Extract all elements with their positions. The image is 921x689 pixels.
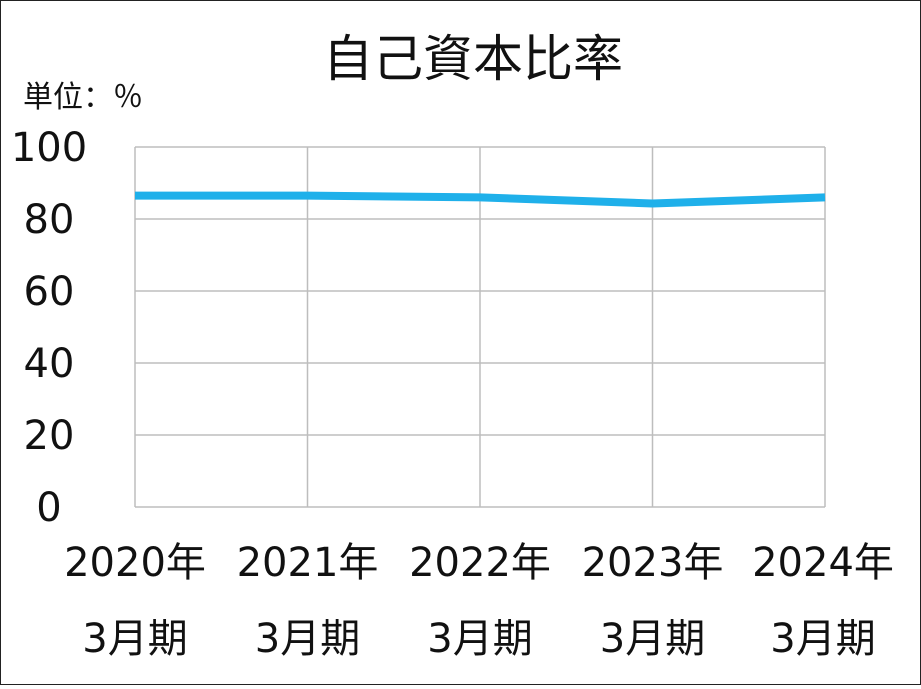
x-tick-label-year: 2021年: [237, 540, 379, 586]
x-tick-label-year: 2022年: [409, 540, 551, 586]
x-axis-ticks: 2020年 3月期 2021年 3月期 2022年 3月期 2023年 3月期 2024年 3月期: [64, 540, 894, 662]
y-tick-label: 0: [36, 485, 61, 531]
x-tick-label-year: 2024年: [752, 540, 894, 586]
x-tick-label-year: 2023年: [582, 540, 724, 586]
x-tick-label-period: 3月期: [427, 616, 532, 662]
x-tick-label-period: 3月期: [770, 616, 875, 662]
unit-label: 単位：％: [23, 80, 143, 115]
y-tick-label: 80: [24, 197, 75, 243]
x-tick-label-period: 3月期: [82, 616, 187, 662]
x-tick-label-year: 2020年: [64, 540, 206, 586]
y-axis-ticks: 0 20 40 60 80 100: [11, 125, 87, 531]
y-tick-label: 60: [24, 269, 75, 315]
x-tick-label-period: 3月期: [255, 616, 360, 662]
chart-title: 自己資本比率: [323, 30, 623, 88]
y-tick-label: 40: [24, 341, 75, 387]
x-tick-label-period: 3月期: [600, 616, 705, 662]
y-tick-label: 20: [24, 413, 75, 459]
y-tick-label: 100: [11, 125, 87, 171]
